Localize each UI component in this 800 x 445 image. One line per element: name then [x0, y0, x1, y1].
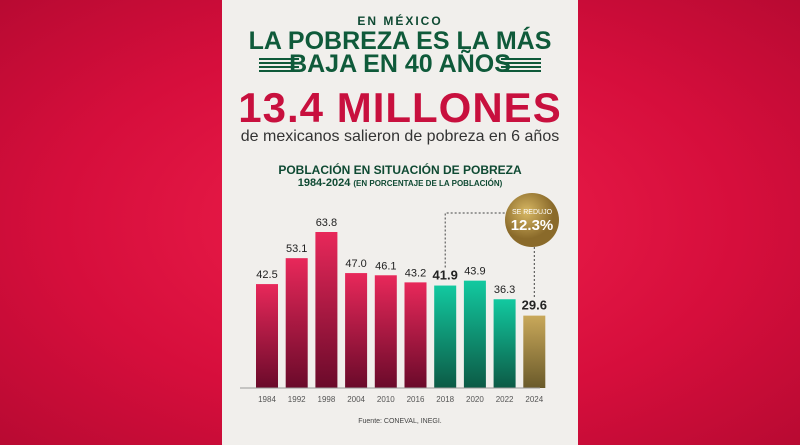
year-label: 1992	[288, 395, 306, 404]
chart-note: (EN PORCENTAJE DE LA POBLACIÓN)	[353, 179, 503, 188]
year-label: 2010	[377, 395, 395, 404]
year-label: 2020	[466, 395, 484, 404]
bar-2024	[523, 315, 546, 388]
title-line-2: BAJA EN 40 AÑOS	[289, 50, 511, 78]
chart-title: POBLACIÓN EN SITUACIÓN DE POBREZA	[278, 163, 522, 177]
reduction-badge	[505, 193, 559, 247]
year-label: 1984	[258, 395, 276, 404]
value-label: 42.5	[256, 269, 277, 281]
bar-1998	[315, 232, 338, 388]
source-note: Fuente: CONEVAL, INEGI.	[358, 418, 442, 425]
chart-subtitle: 1984-2024 (EN PORCENTAJE DE LA POBLACIÓN…	[222, 177, 578, 189]
value-label: 36.3	[494, 284, 515, 296]
bar-2004	[345, 273, 368, 388]
value-label: 53.1	[286, 243, 307, 255]
bar-chart: 42.5 1984 53.1 1992 63.8 1998 47.0 2004 46.1 2010…	[240, 193, 559, 404]
subtitle: de mexicanos salieron de pobreza en 6 añ…	[240, 128, 560, 145]
bar-2010	[374, 275, 397, 388]
value-label: 46.1	[375, 260, 396, 272]
stripes-left-decoration	[259, 58, 299, 72]
year-label: 2022	[496, 395, 514, 404]
badge-value: 12.3%	[511, 217, 554, 234]
badge-label: SE REDUJO	[512, 209, 553, 216]
bar-2016	[404, 282, 427, 388]
year-label: 2004	[347, 395, 365, 404]
value-label: 43.2	[405, 267, 426, 279]
chart-years: 1984-2024	[297, 177, 351, 189]
headline: 13.4 MILLONES	[238, 84, 562, 131]
connector-line	[444, 212, 505, 268]
kicker: EN MÉXICO	[357, 14, 443, 28]
value-label: 63.8	[316, 217, 337, 229]
bar-1992	[285, 258, 308, 388]
bar-2018	[434, 285, 457, 388]
value-label: 41.9	[433, 268, 458, 283]
title-line-1: LA POBREZA ES LA MÁS	[248, 27, 552, 55]
bar-2022	[493, 299, 516, 388]
stripes-right-decoration	[501, 58, 541, 72]
value-label: 29.6	[522, 298, 547, 313]
value-label: 43.9	[464, 266, 485, 278]
year-label: 2024	[525, 395, 543, 404]
bar-2020	[463, 280, 486, 388]
year-label: 2016	[407, 395, 425, 404]
bar-1984	[256, 284, 278, 388]
value-label: 47.0	[345, 258, 366, 270]
year-label: 2018	[436, 395, 454, 404]
infographic-panel: EN MÉXICO LA POBREZA ES LA MÁS BAJA EN 4…	[222, 0, 578, 445]
year-label: 1998	[318, 395, 336, 404]
